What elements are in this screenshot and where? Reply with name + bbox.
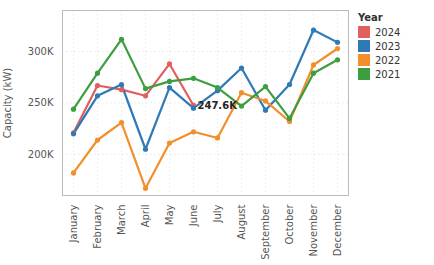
html-text:2023: 2023 [375,40,401,52]
svg-text:September: September [260,204,271,260]
svg-text:June: June [188,205,199,228]
svg-text:300K: 300K [28,46,54,57]
svg-text:250K: 250K [28,97,54,108]
svg-text:November: November [308,204,319,257]
svg-text:July: July [212,204,223,223]
html-text:2021: 2021 [375,68,401,80]
svg-text:200K: 200K [28,149,54,160]
svg-text:247.6K: 247.6K [198,100,239,111]
svg-text:December: December [332,204,343,257]
svg-text:January: January [68,204,79,243]
html-text:2024: 2024 [375,26,401,38]
html-text:2022: 2022 [375,54,401,66]
svg-text:February: February [92,204,103,248]
svg-text:August: August [236,204,247,239]
svg-text:March: March [116,205,127,235]
svg-text:Capacity (kW): Capacity (kW) [2,68,13,138]
svg-text:October: October [284,204,295,245]
svg-text:May: May [164,204,175,225]
html-text:Year: Year [358,12,383,23]
svg-text:April: April [140,205,151,228]
